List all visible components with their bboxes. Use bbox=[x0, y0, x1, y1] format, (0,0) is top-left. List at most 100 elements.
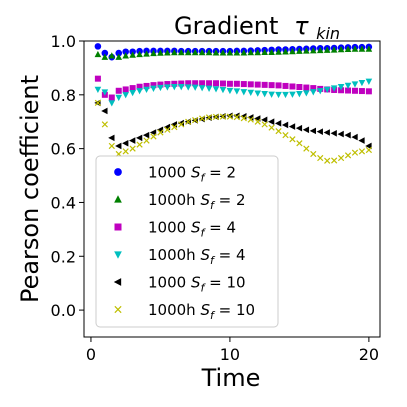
data-point bbox=[129, 145, 136, 152]
data-point bbox=[337, 46, 345, 53]
data-point bbox=[108, 134, 115, 142]
data-point bbox=[129, 89, 136, 97]
legend-entry: 1000h Sf = 2 bbox=[114, 191, 246, 212]
data-point bbox=[358, 80, 366, 87]
series-2 bbox=[94, 45, 373, 60]
data-point bbox=[192, 116, 199, 124]
data-point bbox=[191, 48, 199, 56]
data-point bbox=[337, 84, 345, 91]
data-point bbox=[254, 118, 261, 125]
data-point bbox=[219, 113, 227, 120]
y-tick-label: 0.8 bbox=[51, 86, 76, 105]
data-point bbox=[240, 89, 248, 96]
data-point bbox=[206, 80, 213, 87]
data-point bbox=[233, 114, 240, 121]
legend-marker bbox=[114, 195, 122, 203]
data-point bbox=[164, 126, 171, 133]
data-point bbox=[303, 90, 310, 97]
data-point bbox=[240, 115, 247, 122]
data-point bbox=[282, 91, 289, 99]
data-point bbox=[157, 81, 164, 88]
data-point bbox=[289, 83, 296, 90]
legend-label: 1000 Sf = 2 bbox=[148, 164, 236, 185]
data-point bbox=[115, 142, 122, 150]
data-point bbox=[351, 87, 358, 94]
data-point bbox=[122, 92, 129, 99]
data-point bbox=[240, 49, 248, 56]
data-point bbox=[157, 129, 164, 136]
data-point bbox=[164, 49, 171, 56]
data-point bbox=[310, 150, 317, 158]
data-point bbox=[178, 80, 185, 87]
data-point bbox=[191, 84, 199, 91]
data-point bbox=[303, 84, 310, 91]
data-point bbox=[358, 45, 366, 52]
data-point bbox=[344, 45, 352, 53]
legend: 1000 Sf = 2 1000h Sf = 2 1000 Sf = 4 1000h … bbox=[95, 155, 279, 328]
data-point bbox=[254, 48, 262, 56]
data-point bbox=[302, 126, 310, 134]
y-tick-label: 0.6 bbox=[51, 140, 76, 159]
data-point bbox=[233, 88, 241, 95]
x-axis-label: Time bbox=[201, 364, 261, 392]
data-point bbox=[212, 49, 220, 56]
data-point bbox=[143, 50, 150, 57]
data-point bbox=[205, 114, 213, 121]
data-point bbox=[289, 91, 296, 98]
data-point bbox=[219, 80, 226, 87]
data-point bbox=[143, 86, 150, 94]
data-point bbox=[330, 85, 338, 92]
data-point bbox=[171, 84, 178, 91]
data-point bbox=[226, 49, 234, 56]
data-point bbox=[122, 48, 129, 56]
data-point bbox=[309, 47, 317, 54]
data-point bbox=[254, 90, 262, 97]
data-point bbox=[184, 48, 192, 56]
data-point bbox=[317, 154, 324, 162]
data-point bbox=[261, 48, 268, 56]
series-1 bbox=[94, 43, 373, 61]
data-point bbox=[303, 47, 310, 54]
data-point bbox=[268, 91, 275, 98]
data-point bbox=[115, 49, 123, 57]
data-point bbox=[205, 85, 213, 92]
x-tick-label: 0 bbox=[86, 345, 96, 364]
data-point bbox=[358, 88, 365, 95]
data-point bbox=[171, 48, 178, 56]
data-point bbox=[365, 45, 373, 52]
data-point bbox=[143, 137, 150, 144]
data-point bbox=[192, 80, 199, 87]
data-point bbox=[198, 48, 206, 56]
data-point bbox=[344, 152, 352, 159]
legend-label: 1000 Sf = 10 bbox=[148, 274, 246, 295]
plot-frame bbox=[83, 40, 381, 338]
data-point bbox=[274, 120, 282, 127]
data-point bbox=[330, 46, 338, 53]
data-point bbox=[323, 86, 331, 94]
series-6 bbox=[94, 99, 373, 164]
data-point bbox=[295, 124, 303, 132]
legend-entry: 1000 Sf = 4 bbox=[114, 219, 236, 240]
data-point bbox=[135, 134, 143, 142]
data-point bbox=[261, 91, 268, 98]
data-point bbox=[351, 149, 359, 156]
data-point bbox=[213, 80, 220, 87]
legend-marker bbox=[113, 278, 122, 286]
series-4 bbox=[94, 78, 373, 107]
data-point bbox=[101, 121, 108, 128]
data-point bbox=[122, 52, 129, 59]
data-point bbox=[351, 81, 359, 88]
data-point bbox=[240, 81, 247, 88]
data-point bbox=[178, 121, 185, 128]
data-point bbox=[268, 124, 275, 131]
data-point bbox=[345, 87, 352, 94]
data-point bbox=[164, 84, 171, 91]
data-point bbox=[115, 53, 123, 60]
data-point bbox=[185, 118, 192, 125]
data-point bbox=[185, 80, 192, 87]
data-point bbox=[268, 82, 275, 89]
y-tick-label: 0.2 bbox=[51, 247, 76, 266]
data-point bbox=[331, 157, 338, 164]
data-point bbox=[177, 48, 185, 56]
